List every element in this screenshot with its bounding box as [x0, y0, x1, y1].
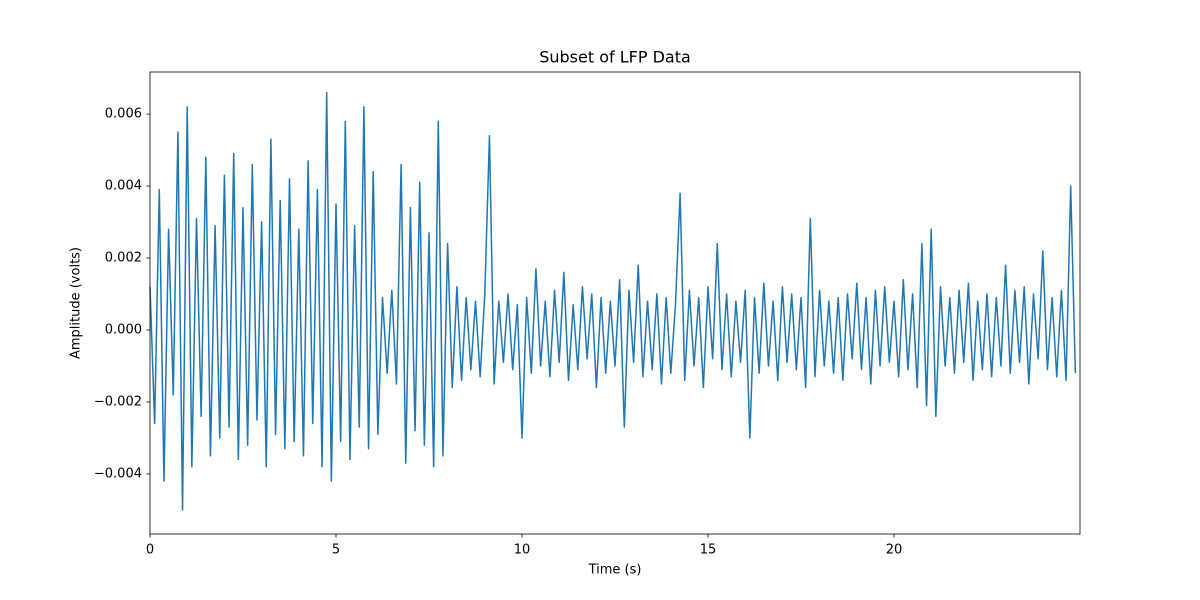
x-tick-label: 0: [146, 543, 154, 558]
y-tick-label: 0.004: [105, 179, 142, 194]
y-tick-label: −0.004: [94, 466, 142, 481]
x-tick-label: 5: [332, 543, 340, 558]
chart-title: Subset of LFP Data: [539, 48, 691, 67]
y-axis-label: Amplitude (volts): [69, 247, 84, 359]
x-tick-label: 10: [514, 543, 531, 558]
x-tick-label: 15: [700, 543, 717, 558]
x-tick-label: 20: [886, 543, 903, 558]
data-line: [149, 91, 1077, 511]
plot-frame: [149, 71, 1081, 535]
y-tick-label: 0.002: [105, 251, 142, 266]
y-tick-label: −0.002: [94, 394, 142, 409]
x-axis-label: Time (s): [588, 563, 642, 578]
y-tick-label: 0.006: [105, 107, 142, 122]
y-tick-label: 0.000: [105, 322, 142, 337]
